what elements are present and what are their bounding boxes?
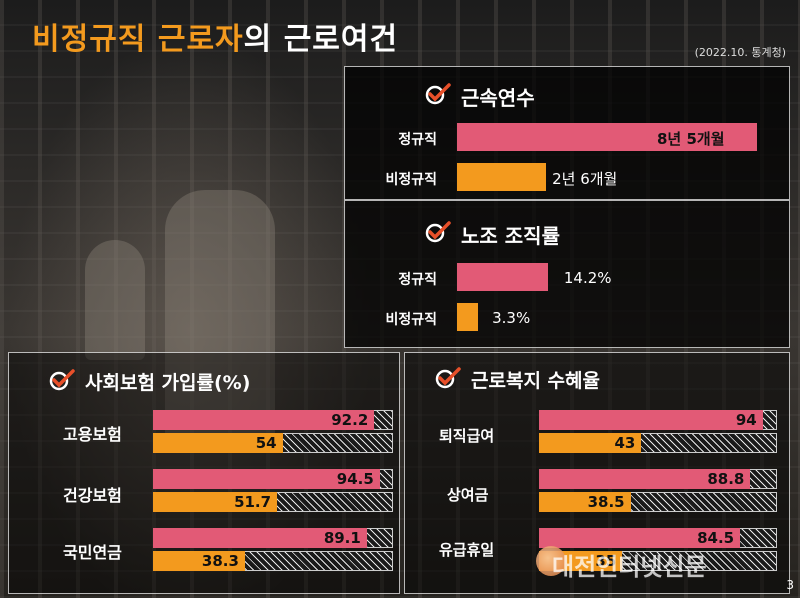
- worker-silhouette: [85, 240, 145, 360]
- data-label: 54: [255, 434, 277, 452]
- category-label: 비정규직: [385, 312, 437, 328]
- data-label: 43: [614, 434, 636, 452]
- bar-nonregular: [153, 492, 278, 512]
- category-label: 비정규직: [385, 172, 437, 188]
- page-number: 3: [786, 578, 794, 592]
- panel-insurance: 사회보험 가입률(%) 고용보험 건강보험 국민연금 92.2 54 94.5 51.…: [8, 352, 400, 594]
- bar-nonregular: [539, 492, 631, 512]
- title-highlight: 비정규직 근로자: [32, 22, 244, 57]
- title-rest: 의 근로여건: [243, 22, 399, 57]
- worker-silhouette: [165, 190, 275, 440]
- page-title: 비정규직 근로자의 근로여건: [32, 14, 398, 58]
- check-icon: [49, 369, 75, 391]
- bar-nonregular: [457, 163, 547, 191]
- watermark: 대전인터넷신문: [552, 553, 707, 581]
- watermark-logo-icon: [536, 546, 566, 576]
- category-label: 국민연금: [63, 543, 122, 562]
- category-label: 정규직: [398, 132, 437, 148]
- category-label: 상여금: [447, 486, 489, 504]
- category-label: 퇴직급여: [439, 427, 495, 445]
- bar-regular: [457, 123, 757, 151]
- data-label: 8년 5개월: [657, 130, 725, 148]
- category-label: 건강보험: [63, 486, 122, 505]
- category-label: 고용보험: [63, 425, 122, 444]
- bar-regular: [153, 528, 367, 548]
- bar-nonregular: [153, 551, 245, 571]
- chart-title: 노조 조직률: [461, 224, 560, 248]
- data-label: 88.8: [707, 470, 745, 488]
- data-label: 94.5: [336, 470, 374, 488]
- chart-title: 근로복지 수혜율: [471, 370, 600, 392]
- source-note: (2022.10. 통계청): [694, 46, 786, 59]
- panel-tenure: 근속연수 정규직 비정규직 8년 5개월 2년 6개월: [344, 66, 790, 200]
- data-label: 2년 6개월: [552, 170, 618, 188]
- bar-nonregular: [457, 303, 479, 331]
- data-label: 38.5: [587, 493, 625, 511]
- data-label: 92.2: [331, 411, 369, 429]
- data-label: 3.3%: [492, 309, 531, 327]
- data-label: 84.5: [697, 529, 735, 547]
- data-label: 14.2%: [563, 269, 612, 287]
- chart-title: 근속연수: [461, 86, 535, 110]
- category-label: 유급휴일: [439, 541, 495, 559]
- check-icon: [425, 221, 451, 243]
- data-label: 94: [735, 411, 757, 429]
- data-label: 38.3: [201, 552, 239, 570]
- bar-nonregular: [153, 433, 283, 453]
- category-label: 정규직: [398, 272, 437, 288]
- check-icon: [435, 367, 461, 389]
- check-icon: [425, 83, 451, 105]
- bar-regular: [539, 410, 763, 430]
- bar-regular: [539, 469, 751, 489]
- data-label: 35: [595, 552, 617, 570]
- bar-regular: [153, 410, 375, 430]
- bar-regular: [153, 469, 380, 489]
- bar-regular: [539, 528, 741, 548]
- panel-welfare: 근로복지 수혜율 퇴직급여 상여금 유급휴일 94 43 88.8 38.5 84.5 3…: [404, 352, 790, 594]
- data-label: 51.7: [234, 493, 272, 511]
- bar-nonregular: [539, 433, 642, 453]
- chart-title: 사회보험 가입률(%): [85, 372, 251, 394]
- panel-union: 노조 조직률 정규직 비정규직 14.2% 3.3%: [344, 200, 790, 348]
- bar-regular: [457, 263, 548, 291]
- data-label: 89.1: [323, 529, 361, 547]
